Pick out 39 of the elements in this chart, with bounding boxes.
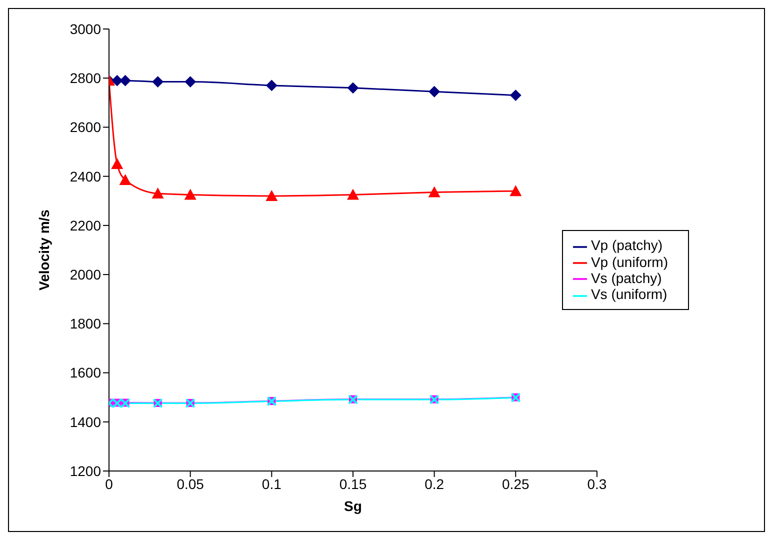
- y-tick-label: 3000: [70, 20, 102, 37]
- x-tick-label: 0.3: [587, 476, 607, 492]
- point: [428, 186, 440, 198]
- x-tick-label: 0: [105, 476, 114, 492]
- x-tick-label: 0.05: [176, 476, 204, 492]
- point: [120, 75, 131, 86]
- x-tick-label: 0.2: [424, 476, 444, 492]
- y-tick-label: 1600: [70, 364, 102, 381]
- point: [428, 86, 440, 98]
- y-tick-label: 2400: [70, 168, 102, 184]
- point: [152, 76, 164, 88]
- y-tick-label: 2200: [70, 217, 102, 234]
- point: [152, 188, 164, 199]
- point: [112, 75, 123, 86]
- point: [266, 190, 278, 201]
- y-tick-label: 1800: [70, 316, 102, 332]
- legend-label: Vp (patchy): [590, 237, 663, 254]
- x-tick-label: 0.1: [262, 476, 282, 492]
- legend-label: Vp (uniform): [590, 254, 668, 270]
- legend-label: Vs (uniform): [590, 286, 668, 302]
- point: [346, 188, 359, 200]
- y-tick-label: 2600: [70, 119, 102, 136]
- x-tick-label: 0.15: [339, 476, 367, 492]
- point: [184, 76, 196, 88]
- point: [119, 174, 132, 186]
- y-tick-label: 1400: [70, 414, 102, 430]
- point: [111, 158, 124, 170]
- x-tick-label: 0.25: [502, 476, 530, 492]
- y-tick-label: 1200: [70, 462, 102, 479]
- x-axis-title: Sg: [344, 498, 362, 514]
- y-tick-label: 2000: [70, 266, 102, 283]
- y-tick-label: 2800: [70, 70, 102, 86]
- point: [510, 90, 522, 101]
- point: [347, 82, 358, 94]
- point: [266, 80, 278, 91]
- y-axis-title: Velocity m/s: [36, 209, 52, 290]
- point: [184, 188, 196, 200]
- legend-label: Vs (patchy): [590, 270, 662, 286]
- point: [510, 185, 522, 196]
